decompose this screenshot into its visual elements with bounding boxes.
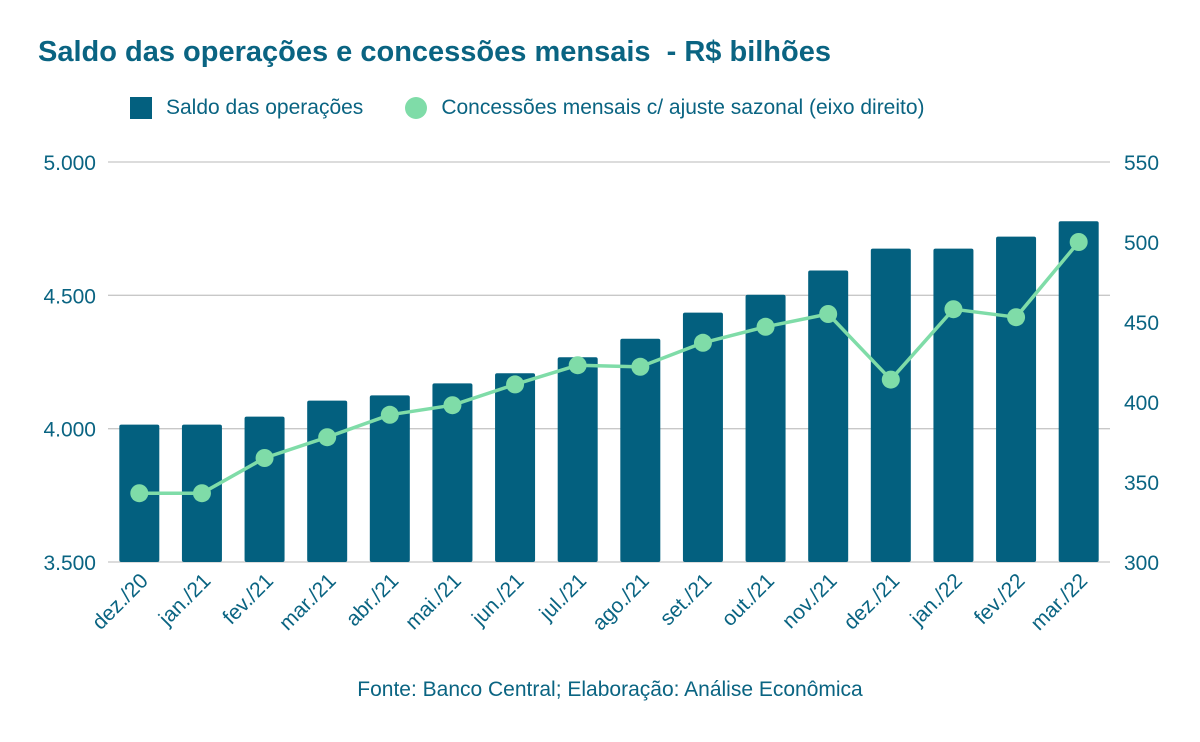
line-point	[506, 375, 525, 394]
x-tick-label: mar./22	[1026, 569, 1092, 635]
bar	[870, 248, 911, 562]
line-point	[443, 396, 462, 415]
y-left-tick-label: 3.500	[43, 552, 96, 575]
y-right-tick-label: 300	[1124, 552, 1159, 575]
line-point	[380, 405, 399, 424]
y-right-tick-label: 400	[1124, 392, 1159, 415]
x-tick-label: jan./21	[154, 569, 216, 631]
y-left-tick-label: 4.500	[43, 285, 96, 308]
x-tick-label: mai./21	[401, 569, 466, 634]
y-right-tick-label: 350	[1124, 472, 1159, 495]
x-tick-label: dez./21	[839, 569, 904, 634]
line-point	[756, 317, 775, 336]
legend-label-concessoes: Concessões mensais c/ ajuste sazonal (ei…	[441, 96, 925, 119]
source-note: Fonte: Banco Central; Elaboração: Anális…	[357, 678, 863, 701]
x-tick-label: abr./21	[342, 569, 404, 631]
line-point	[819, 305, 838, 323]
line-point	[631, 357, 650, 376]
legend-item-saldo[interactable]: Saldo das operações	[130, 96, 363, 120]
bar	[557, 357, 598, 562]
chart-title: Saldo das operações e concessões mensais…	[38, 36, 831, 68]
line-point	[693, 333, 712, 352]
x-tick-label: ago./21	[588, 569, 654, 635]
bar	[620, 338, 661, 562]
y-right-tick-label: 550	[1124, 152, 1159, 175]
line-point	[130, 484, 149, 503]
bar	[745, 294, 786, 562]
line-point	[881, 370, 900, 389]
line-point	[255, 449, 274, 467]
bar	[307, 400, 348, 562]
bar	[1058, 221, 1099, 562]
bar	[432, 383, 473, 562]
x-tick-label: fev./21	[218, 569, 278, 629]
line-point	[192, 484, 211, 503]
bar	[933, 248, 974, 562]
legend-dot-swatch	[405, 97, 428, 119]
legend: Saldo das operações Concessões mensais c…	[130, 92, 967, 124]
bar	[369, 395, 410, 562]
bar	[682, 312, 723, 562]
y-right-tick-label: 500	[1124, 232, 1159, 255]
bar	[996, 236, 1037, 562]
x-tick-label: jul./21	[535, 569, 592, 626]
legend-bar-swatch	[130, 97, 152, 119]
line-point	[1069, 233, 1088, 251]
x-tick-label: out./21	[717, 569, 779, 631]
y-right-tick-label: 450	[1124, 312, 1159, 335]
legend-label-saldo: Saldo das operações	[166, 96, 364, 119]
y-left-tick-label: 5.000	[43, 152, 96, 175]
x-tick-label: nov./21	[778, 569, 842, 633]
x-tick-label: dez./20	[88, 569, 153, 634]
line-point	[568, 356, 587, 375]
x-tick-label: mar./21	[275, 569, 341, 635]
bar	[244, 416, 285, 562]
y-left-tick-label: 4.000	[43, 419, 96, 442]
bar	[808, 270, 849, 562]
line-point	[1007, 308, 1026, 327]
x-tick-label: fev./22	[970, 569, 1030, 629]
series-line	[139, 240, 1081, 495]
line-point	[944, 300, 963, 319]
x-tick-label: jun./21	[467, 569, 529, 631]
x-tick-label: set./21	[656, 569, 717, 630]
x-tick-label: jan./22	[905, 569, 967, 631]
line-point	[318, 428, 337, 447]
bar	[495, 373, 536, 562]
legend-item-concessoes[interactable]: Concessões mensais c/ ajuste sazonal (ei…	[405, 96, 925, 120]
